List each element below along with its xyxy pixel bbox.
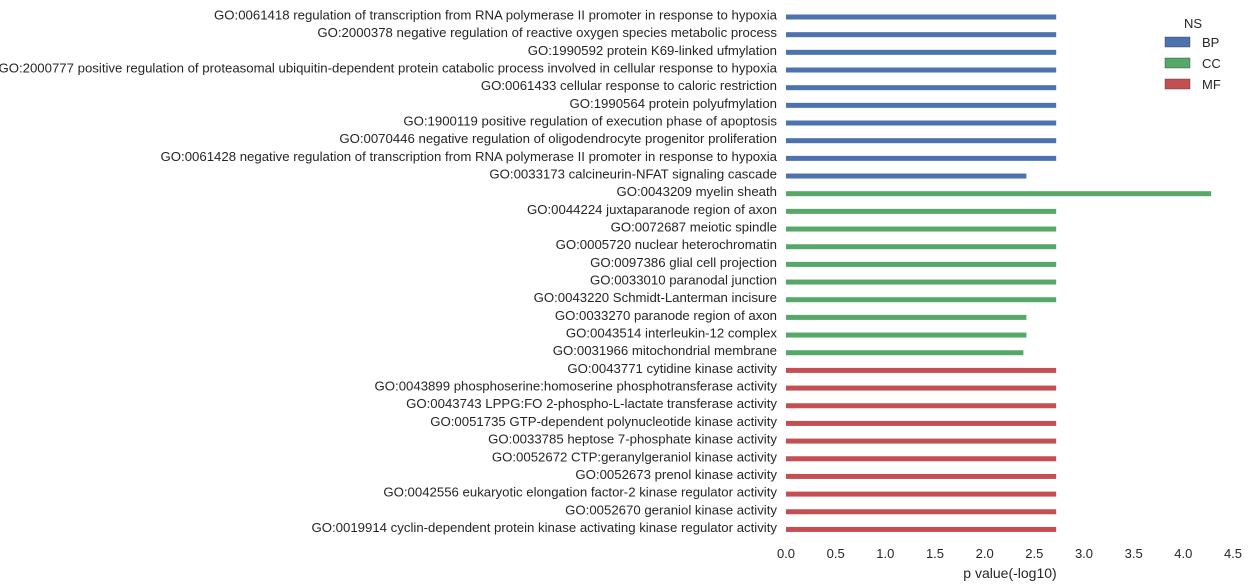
category-label-go0061418: GO:0061418 regulation of transcription f… [214,8,778,23]
bar-go0019914 [786,526,1057,532]
x-tick-label: 1.0 [876,546,894,561]
category-label-go2000777: GO:2000777 positive regulation of protea… [0,61,778,76]
category-label-go0051735: GO:0051735 GTP-dependent polynucleotide … [430,414,777,429]
bar-go0051735 [786,420,1057,426]
category-label-go0033173: GO:0033173 calcineurin-NFAT signaling ca… [489,167,777,182]
bar-go0043743 [786,403,1057,409]
bar-go0052672 [786,456,1057,462]
category-label-go0033010: GO:0033010 paranodal junction [590,273,777,288]
bar-go0005720 [786,244,1057,250]
legend-label-mf: MF [1202,77,1221,92]
bar-go0044224 [786,208,1057,214]
category-label-go0043771: GO:0043771 cytidine kinase activity [567,361,777,376]
x-tick-label: 0.5 [827,546,845,561]
category-label-go0052670: GO:0052670 geraniol kinase activity [565,502,777,517]
bar-go0033173 [786,173,1027,179]
bar-go0033010 [786,279,1057,285]
legend: NS BP CC MF [1164,16,1221,92]
category-label-go0005720: GO:0005720 nuclear heterochromatin [556,237,777,252]
category-label-go0043743: GO:0043743 LPPG:FO 2-phospho-L-lactate t… [406,396,777,411]
bar-go0052670 [786,509,1057,515]
legend-label-bp: BP [1202,35,1219,50]
category-label-go0061433: GO:0061433 cellular response to caloric … [481,78,777,93]
category-label-go0031966: GO:0031966 mitochondrial membrane [553,343,777,358]
bar-go1990564 [786,102,1057,108]
category-label-go0043514: GO:0043514 interleukin-12 complex [566,326,778,341]
x-tick-label: 3.5 [1125,546,1143,561]
legend-label-cc: CC [1202,56,1221,71]
category-label-go0042556: GO:0042556 eukaryotic elongation factor-… [383,485,777,500]
category-label-go0043209: GO:0043209 myelin sheath [616,184,777,199]
category-label-go1900119: GO:1900119 positive regulation of execut… [403,114,777,129]
bar-go0043514 [786,332,1027,338]
category-label-go0052672: GO:0052672 CTP:geranylgeraniol kinase ac… [492,449,778,464]
category-label-go0019914: GO:0019914 cyclin-dependent protein kina… [312,520,778,535]
bar-go0043220 [786,297,1057,303]
category-label-go0072687: GO:0072687 meiotic spindle [611,220,777,235]
bar-go0043899 [786,385,1057,391]
bar-go0061428 [786,155,1057,161]
bar-go1990592 [786,49,1057,55]
bar-go0033270 [786,314,1027,320]
bar-go0043771 [786,367,1057,373]
category-label-go1990564: GO:1990564 protein polyufmylation [570,96,777,111]
category-label-go0097386: GO:0097386 glial cell projection [590,255,777,270]
category-label-go1990592: GO:1990592 protein K69-linked ufmylation [528,43,777,58]
bar-go0072687 [786,226,1057,232]
legend-swatch-cc [1164,57,1191,69]
x-tick-label: 1.5 [926,546,944,561]
x-tick-label: 2.5 [1025,546,1043,561]
category-label-go0044224: GO:0044224 juxtaparanode region of axon [527,202,777,217]
x-tick-label: 3.0 [1075,546,1093,561]
bar-go0097386 [786,261,1057,267]
category-label-go0043220: GO:0043220 Schmidt-Lanterman incisure [534,290,777,305]
bars-group [786,14,1212,532]
x-tick-label: 4.0 [1174,546,1192,561]
bar-go0061433 [786,85,1057,91]
category-label-go0043899: GO:0043899 phosphoserine:homoserine phos… [375,379,778,394]
bar-go0033785 [786,438,1057,444]
legend-swatch-mf [1164,78,1191,90]
legend-swatch-bp [1164,36,1191,48]
x-tick-label: 4.5 [1224,546,1242,561]
bar-go0070446 [786,138,1057,144]
bar-go2000378 [786,32,1057,38]
x-tick-label: 2.0 [976,546,994,561]
bar-go1900119 [786,120,1057,126]
x-tick-label: 0.0 [777,546,795,561]
category-label-go0052673: GO:0052673 prenol kinase activity [575,467,777,482]
category-label-go0061428: GO:0061428 negative regulation of transc… [161,149,778,164]
bar-go0052673 [786,473,1057,479]
x-axis-ticks: 0.0 0.5 1.0 1.5 2.0 2.5 3.0 3.5 4.0 4.5 [777,546,1242,561]
bar-go0043209 [786,191,1212,197]
category-label-go2000378: GO:2000378 negative regulation of reacti… [317,25,777,40]
category-label-go0033270: GO:0033270 paranode region of axon [555,308,777,323]
bar-go0061418 [786,14,1057,20]
bar-go2000777 [786,67,1057,73]
category-label-go0070446: GO:0070446 negative regulation of oligod… [339,131,777,146]
bar-go0031966 [786,350,1024,356]
legend-title: NS [1184,16,1202,31]
category-labels: GO:0061418 regulation of transcription f… [0,8,778,535]
x-axis-label: p value(-log10) [963,565,1056,581]
category-label-go0033785: GO:0033785 heptose 7-phosphate kinase ac… [488,432,777,447]
bar-go0042556 [786,491,1057,497]
